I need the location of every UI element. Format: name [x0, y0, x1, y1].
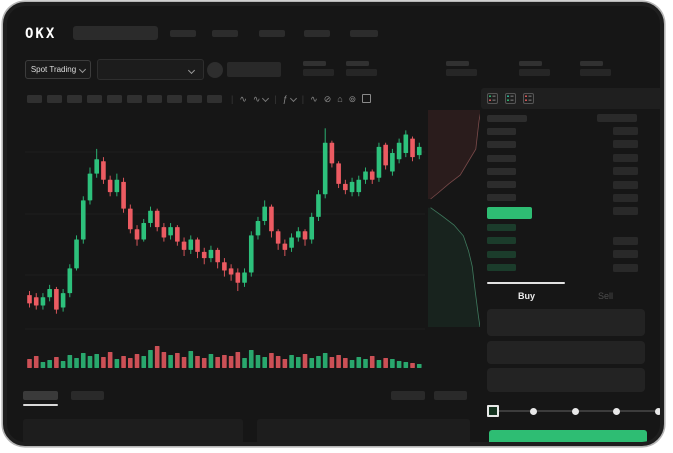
indicators-icon[interactable]: ƒ	[283, 94, 297, 104]
slider-handle[interactable]	[487, 405, 499, 417]
depth-total-row[interactable]	[613, 237, 638, 245]
orderbook-col-header-left	[487, 115, 527, 122]
pair-name-placeholder	[227, 62, 281, 77]
timeframe-slot[interactable]	[167, 95, 182, 103]
orderbook-layout-bids-icon[interactable]	[505, 93, 516, 104]
toolbar-separator: |	[274, 94, 277, 104]
orderbook-bids	[487, 224, 516, 272]
tab-buy[interactable]: Buy	[517, 291, 535, 301]
orders-panel-left	[23, 419, 243, 442]
chart-tools-row: | ∿ ∿ | ƒ | ∿ ⊘ ⌂ ⊚	[231, 92, 372, 106]
nav-item-1[interactable]	[170, 30, 196, 37]
timeframe-slot[interactable]	[87, 95, 102, 103]
slider-stop-100[interactable]	[654, 407, 660, 415]
orders-panel-right	[257, 419, 470, 442]
nav-item-2[interactable]	[212, 30, 238, 37]
depth-total-row[interactable]	[613, 153, 638, 162]
volume-chart	[27, 346, 422, 368]
nav-item-5[interactable]	[350, 30, 378, 37]
timeframe-slot[interactable]	[207, 95, 222, 103]
depth-total-row[interactable]	[613, 193, 638, 202]
market-type-label: Spot Trading	[30, 65, 77, 74]
okx-logo[interactable]: OKX	[25, 26, 57, 42]
orderbook-last-price[interactable]	[487, 207, 532, 219]
bottom-action-1[interactable]	[391, 391, 425, 400]
drawing-tools-icon[interactable]: ⊘	[323, 93, 332, 104]
candle-chart[interactable]	[25, 112, 425, 334]
line-style-icon[interactable]: ∿	[239, 93, 247, 104]
orderbook-layout-asks-icon[interactable]	[523, 93, 534, 104]
price-field[interactable]	[487, 309, 645, 336]
toolbar-separator: |	[301, 94, 305, 104]
overlay-icon[interactable]: ∿	[310, 93, 318, 104]
buy-submit-button[interactable]	[489, 430, 647, 442]
settings-icon[interactable]: ⊚	[348, 93, 357, 104]
ask-row[interactable]	[487, 154, 516, 162]
buy-tab-indicator	[487, 282, 565, 284]
timeframe-slot[interactable]	[27, 95, 42, 103]
chart-type-icon[interactable]: ∿	[253, 94, 270, 105]
amount-field[interactable]	[487, 341, 645, 364]
ask-row[interactable]	[487, 167, 516, 175]
timeframe-slot[interactable]	[127, 95, 142, 103]
pair-select[interactable]	[97, 59, 204, 80]
chevron-down-icon	[187, 66, 196, 75]
chevron-down-icon	[79, 65, 87, 73]
bottom-tab-active[interactable]	[23, 391, 58, 400]
timeframe-slot[interactable]	[147, 95, 162, 103]
ask-row[interactable]	[487, 141, 516, 149]
app-window: OKX Spot Trading | ∿ ∿ | ƒ | ∿ ⊘ ⌂ ⊚	[3, 2, 664, 446]
depth-total-row[interactable]	[613, 263, 638, 272]
tab-sell[interactable]: Sell	[597, 291, 613, 301]
orderbook-right-top	[613, 127, 638, 216]
toolbar-separator: |	[231, 94, 234, 104]
snapshot-icon[interactable]: ⌂	[337, 94, 343, 104]
timeframe-slot[interactable]	[187, 95, 202, 103]
market-type-dropdown[interactable]: Spot Trading	[25, 60, 91, 79]
ask-row[interactable]	[487, 194, 516, 202]
orderbook-right-bottom	[613, 237, 638, 272]
orderbook-asks	[487, 128, 516, 202]
depth-total-row[interactable]	[613, 180, 638, 189]
depth-total-row[interactable]	[613, 250, 638, 259]
bid-row[interactable]	[487, 224, 516, 231]
depth-total-row[interactable]	[613, 140, 638, 149]
ask-row[interactable]	[487, 181, 516, 189]
timeframe-slot[interactable]	[107, 95, 122, 103]
bid-row[interactable]	[487, 264, 516, 272]
ask-row[interactable]	[487, 128, 516, 135]
timeframe-slot[interactable]	[67, 95, 82, 103]
depth-total-row[interactable]	[613, 127, 638, 135]
bid-row[interactable]	[487, 237, 516, 245]
orderbook-layout-both-icon[interactable]	[487, 93, 498, 104]
depth-total-row[interactable]	[613, 207, 638, 216]
orderbook-col-header-right	[597, 114, 637, 122]
depth-chart	[428, 110, 480, 327]
nav-item-4[interactable]	[304, 30, 330, 37]
slider-stop-75[interactable]	[613, 407, 620, 415]
bid-row[interactable]	[487, 250, 516, 258]
bottom-tab-2[interactable]	[71, 391, 104, 400]
nav-search-placeholder[interactable]	[73, 26, 158, 40]
timeframe-row	[27, 95, 222, 103]
total-field[interactable]	[487, 368, 645, 392]
orderbook-view-icons	[487, 93, 534, 104]
timeframe-slot[interactable]	[47, 95, 62, 103]
slider-stop-50[interactable]	[571, 407, 579, 415]
fullscreen-icon[interactable]	[362, 93, 372, 105]
slider-stop-25[interactable]	[530, 407, 537, 415]
amount-slider[interactable]	[487, 405, 660, 417]
nav-item-3[interactable]	[259, 30, 285, 37]
depth-total-row[interactable]	[613, 167, 638, 176]
pair-avatar[interactable]	[207, 62, 223, 78]
bottom-action-2[interactable]	[434, 391, 467, 400]
bottom-tab-indicator	[23, 404, 58, 406]
